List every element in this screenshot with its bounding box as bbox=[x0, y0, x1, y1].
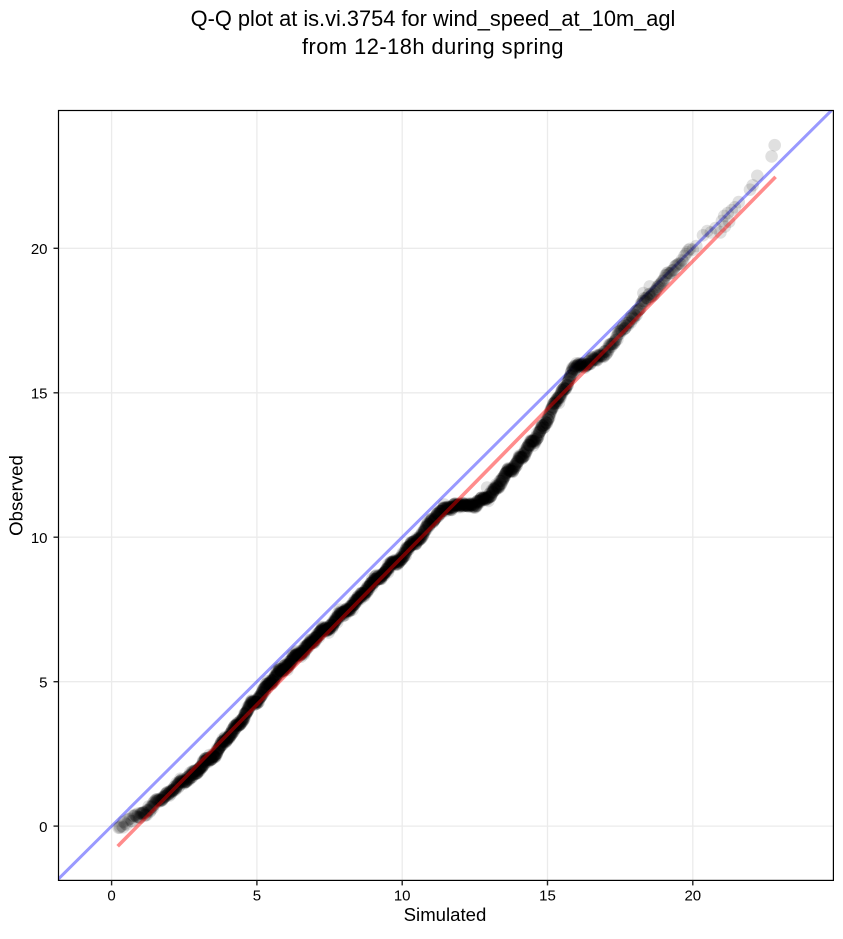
svg-text:20: 20 bbox=[31, 241, 48, 258]
svg-text:from 12-18h during spring: from 12-18h during spring bbox=[302, 34, 564, 59]
svg-text:0: 0 bbox=[39, 819, 47, 836]
svg-text:5: 5 bbox=[39, 675, 47, 692]
svg-text:Observed: Observed bbox=[6, 455, 27, 536]
svg-text:10: 10 bbox=[31, 530, 48, 547]
svg-text:10: 10 bbox=[394, 888, 411, 905]
svg-text:15: 15 bbox=[31, 386, 48, 403]
svg-text:20: 20 bbox=[684, 888, 701, 905]
svg-text:15: 15 bbox=[539, 888, 556, 905]
svg-text:5: 5 bbox=[253, 888, 261, 905]
svg-text:Simulated: Simulated bbox=[404, 904, 487, 925]
svg-text:0: 0 bbox=[107, 888, 115, 905]
svg-text:Q-Q plot at is.vi.3754 for win: Q-Q plot at is.vi.3754 for wind_speed_at… bbox=[191, 6, 676, 31]
